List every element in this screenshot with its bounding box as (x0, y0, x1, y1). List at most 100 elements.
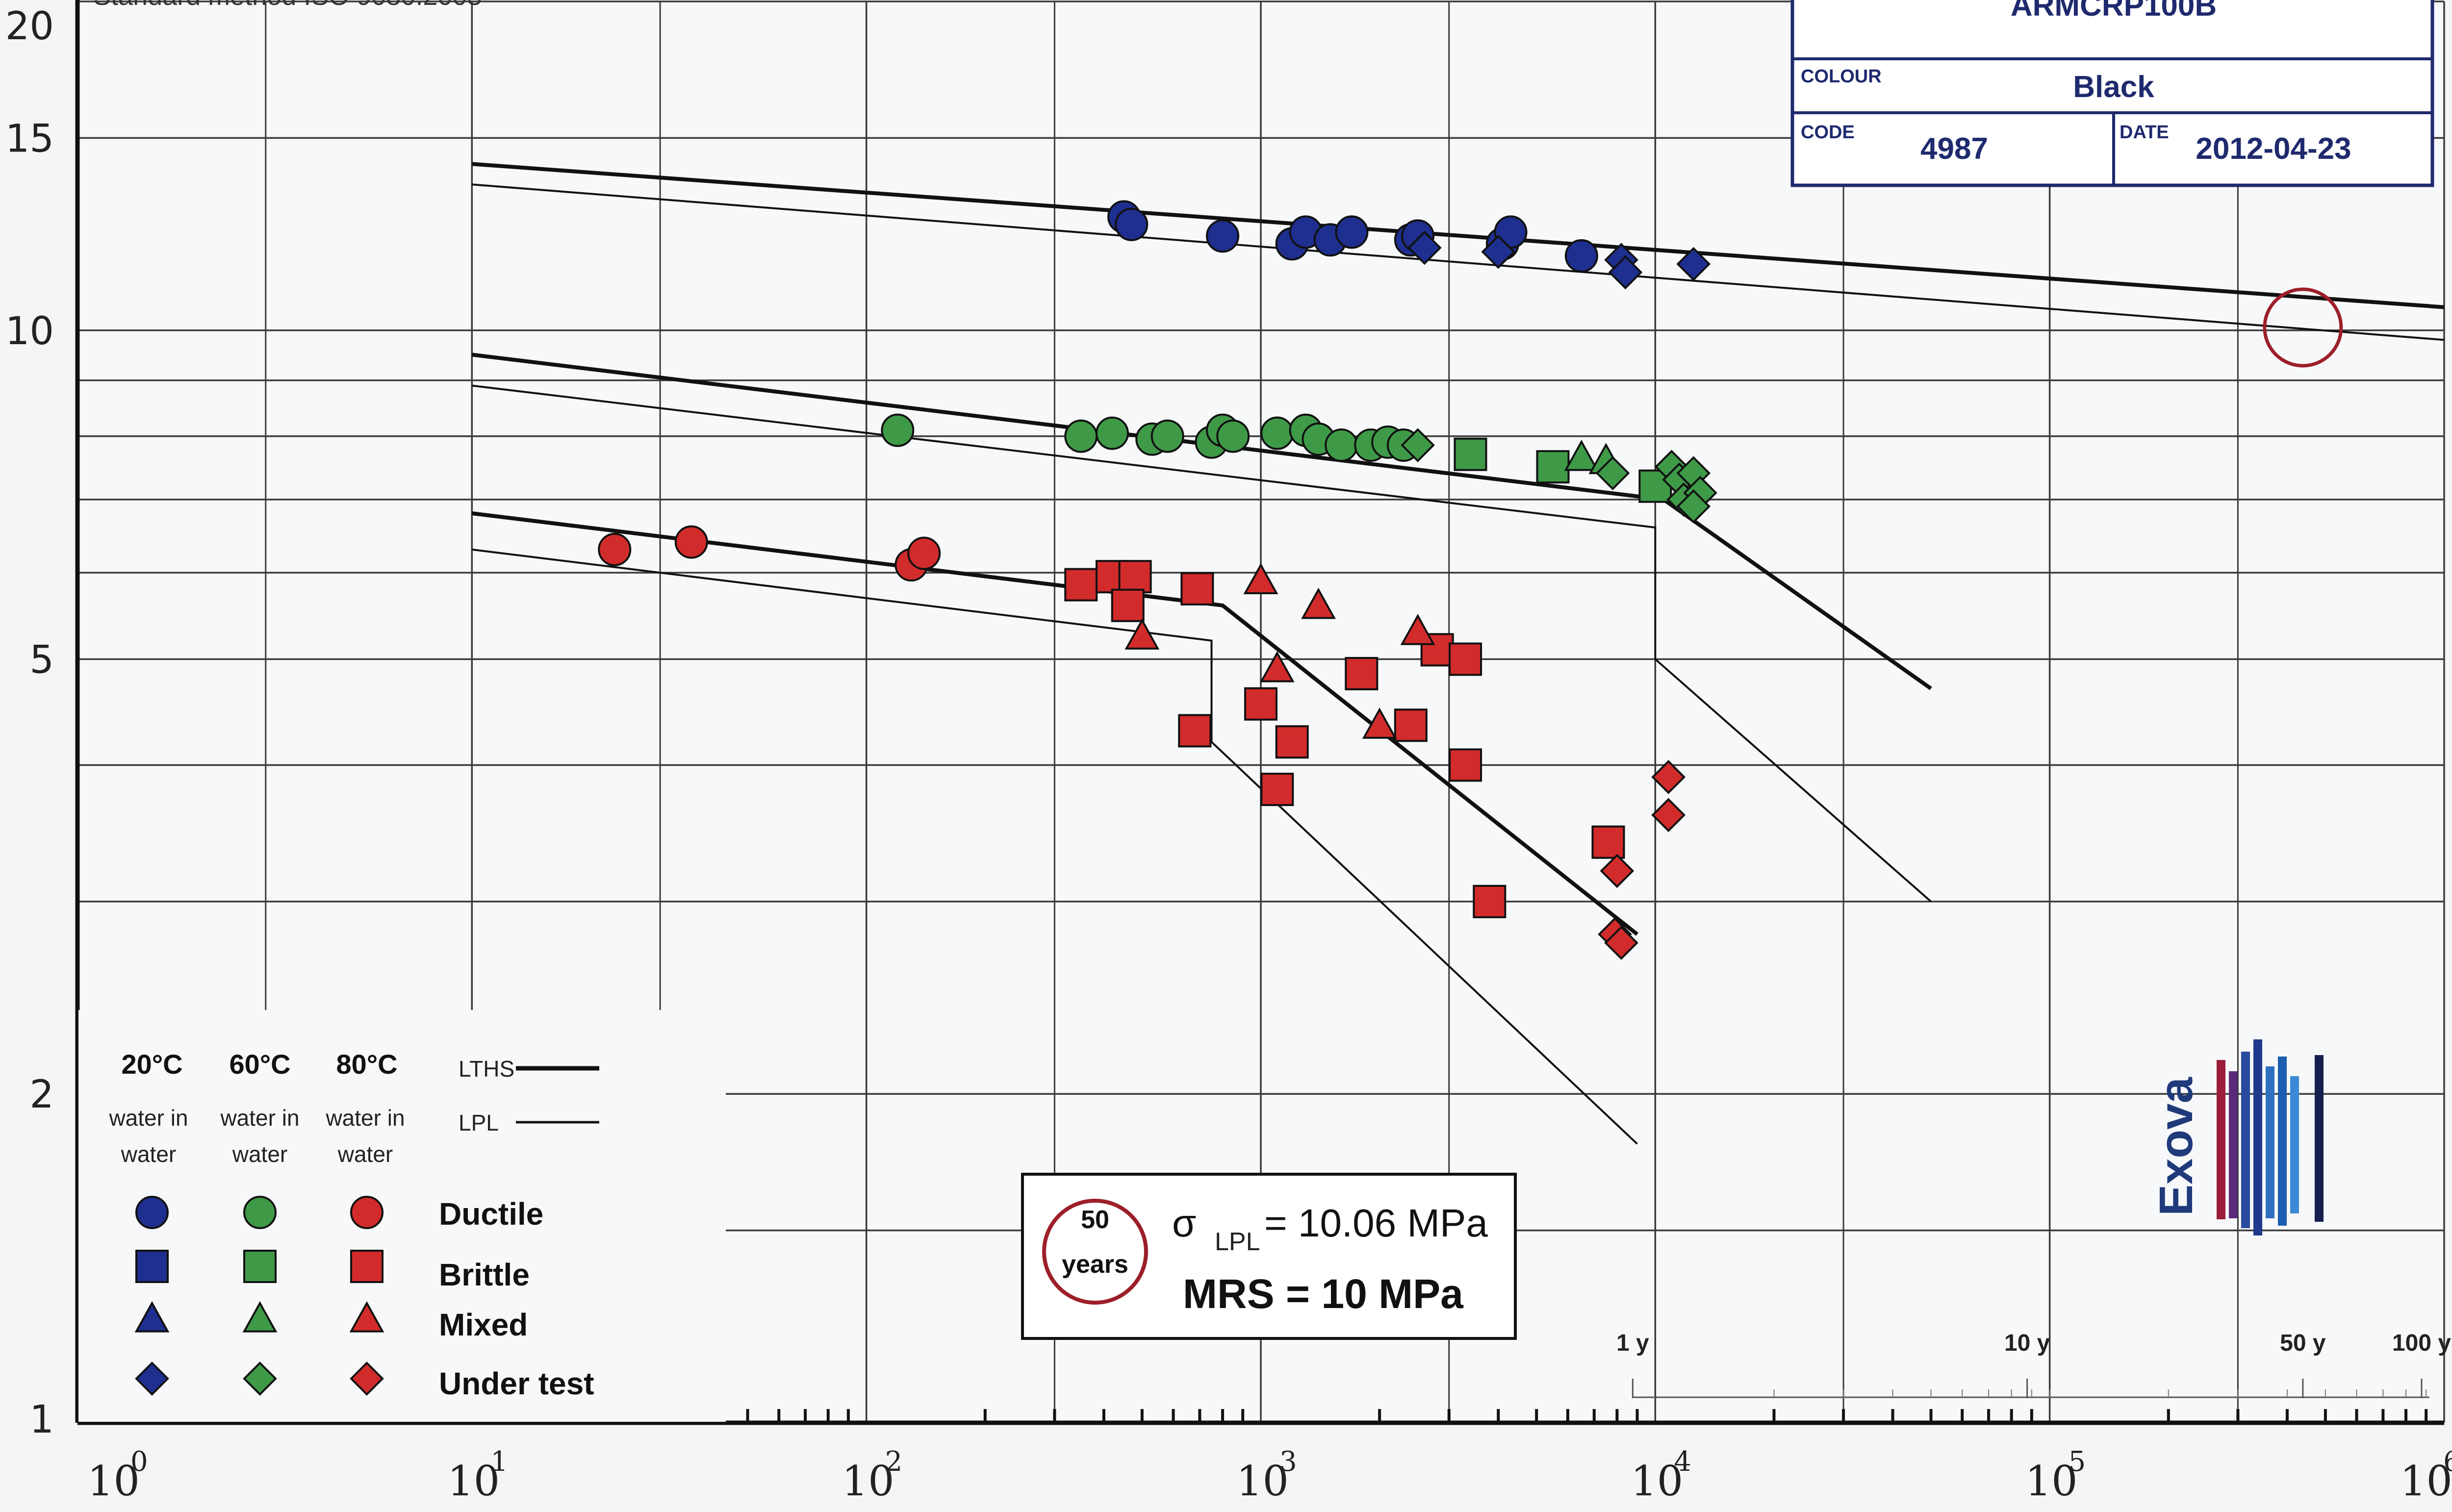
y-tick-label: 1 (29, 1398, 54, 1442)
legend-symbol-under-test (350, 1361, 384, 1396)
data-point-80c-under-test (1604, 926, 1638, 960)
data-point-20c-under-test (1676, 247, 1711, 281)
y-tick-label: 2 (29, 1073, 54, 1117)
fit-80c-lpl-line (472, 548, 1638, 1145)
x-tick-label: 10 (447, 1457, 500, 1505)
data-point-60c-ductile (1064, 419, 1098, 453)
x-tick-label: 10 (1236, 1457, 1289, 1505)
data-point-80c-under-test (1651, 760, 1686, 794)
x-tick-label: 10 (2400, 1457, 2452, 1505)
sigma-lpl-value: = 10.06 MPa (1264, 1201, 1488, 1245)
data-point-80c-brittle (1260, 773, 1294, 806)
data-point-60c-ductile (1216, 419, 1250, 453)
year-ruler-label: 1 y (1616, 1330, 1649, 1356)
data-point-80c-ductile (674, 525, 708, 559)
data-point-80c-mixed (1124, 618, 1160, 650)
sigma-subscript: LPL (1215, 1228, 1260, 1256)
data-point-20c-ductile (1564, 239, 1598, 273)
legend-symbol-brittle (243, 1250, 277, 1283)
x-tick-exponent: 6 (2443, 1446, 2452, 1478)
legend-symbol-mixed (242, 1301, 278, 1333)
date-value: 2012-04-23 (2196, 132, 2351, 166)
fit-lines-layer (471, 162, 2445, 1145)
data-point-20c-ductile (1206, 219, 1240, 253)
legend-symbol-brittle (350, 1250, 383, 1283)
legend-medium-60: water in (220, 1105, 299, 1131)
legend-medium-60-b: water (232, 1141, 287, 1167)
data-point-80c-ductile (907, 536, 941, 570)
info-box: ARMCRP100B COLOUR Black CODE 4987 DATE 2… (1790, 0, 2434, 187)
data-point-20c-ductile (1115, 207, 1149, 241)
legend-symbol-ductile (135, 1196, 169, 1229)
legend-lths-label: LTHS (459, 1056, 514, 1082)
fifty-years-badge (1042, 1199, 1148, 1305)
legend-temp-20: 20°C (121, 1049, 182, 1080)
legend-type-under-test: Under test (439, 1366, 594, 1401)
logo-bar (2241, 1052, 2250, 1228)
data-point-80c-brittle (1064, 568, 1098, 602)
data-point-80c-mixed (1259, 651, 1295, 682)
fifty-years-badge-unit: years (1062, 1250, 1128, 1279)
year-ruler-label: 10 y (2004, 1330, 2050, 1356)
data-point-80c-mixed (1243, 563, 1278, 594)
year-ruler-label: 100 y (2392, 1330, 2451, 1356)
fit-20c-lths-line (472, 162, 2445, 309)
data-point-60c-ductile (881, 413, 915, 447)
data-point-80c-under-test (1651, 798, 1686, 832)
logo-bar (2229, 1071, 2238, 1218)
legend-temp-80: 80°C (336, 1049, 397, 1080)
data-point-80c-brittle (1449, 748, 1482, 782)
data-points-layer (598, 200, 1717, 960)
data-point-20c-under-test (1608, 255, 1643, 290)
legend-symbol-mixed (349, 1301, 384, 1333)
data-point-80c-brittle (1473, 884, 1507, 918)
data-point-80c-brittle (1449, 642, 1482, 676)
legend-symbol-ductile (243, 1196, 277, 1229)
legend-type-mixed: Mixed (439, 1307, 528, 1342)
data-point-60c-ductile (1325, 428, 1358, 462)
x-tick-label: 10 (87, 1457, 140, 1505)
mrs-annotation: 50 years σ LPL = 10.06 MPa MRS = 10 MPa (1021, 1173, 1517, 1340)
colour-label: COLOUR (1801, 66, 1882, 87)
data-point-60c-under-test (1676, 489, 1711, 524)
data-point-80c-mixed (1400, 614, 1435, 645)
logo-bar (2217, 1060, 2225, 1219)
x-tick-exponent: 4 (1674, 1446, 1691, 1478)
legend-type-ductile: Ductile (439, 1196, 543, 1232)
year-ruler-label: 50 y (2280, 1330, 2326, 1356)
x-tick-label: 10 (1631, 1457, 1683, 1505)
data-point-60c-mixed (1564, 439, 1599, 471)
data-point-20c-under-test (1407, 230, 1442, 265)
data-point-20c-under-test (1481, 234, 1516, 269)
logo-bar (2266, 1066, 2274, 1218)
logo-bar (2253, 1039, 2262, 1235)
x-tick-label: 10 (2025, 1457, 2078, 1505)
data-point-80c-brittle (1180, 572, 1214, 605)
legend-symbols (134, 1196, 384, 1396)
logo-bar (2278, 1057, 2287, 1226)
legend-medium-80: water in (325, 1105, 405, 1131)
data-point-80c-mixed (1301, 587, 1336, 619)
legend-background (78, 1010, 726, 1422)
data-point-60c-under-test (1401, 428, 1435, 462)
material-code: ARMCRP100B (2011, 0, 2217, 23)
chart-subtitle: Standard method ISO 9080:2003 (93, 0, 482, 11)
fit-20c-lpl-line (472, 183, 2445, 341)
data-point-60c-brittle (1454, 437, 1487, 471)
colour-value: Black (2073, 70, 2154, 104)
y-tick-label: 20 (5, 4, 54, 49)
legend-type-brittle: Brittle (439, 1257, 530, 1292)
legend-lpl-label: LPL (459, 1110, 499, 1135)
legend-symbol-ductile (350, 1196, 383, 1229)
data-point-80c-mixed (1362, 707, 1397, 739)
exova-logo-text: Exova (2150, 1077, 2202, 1216)
data-point-80c-brittle (1275, 725, 1309, 759)
data-point-80c-brittle (1394, 708, 1428, 742)
legend-symbol-under-test (135, 1361, 169, 1396)
data-point-80c-brittle (1118, 560, 1152, 594)
exova-logo: Exova (2150, 1039, 2324, 1235)
data-point-60c-ductile (1095, 416, 1129, 450)
fifty-years-badge-number: 50 (1081, 1206, 1109, 1234)
